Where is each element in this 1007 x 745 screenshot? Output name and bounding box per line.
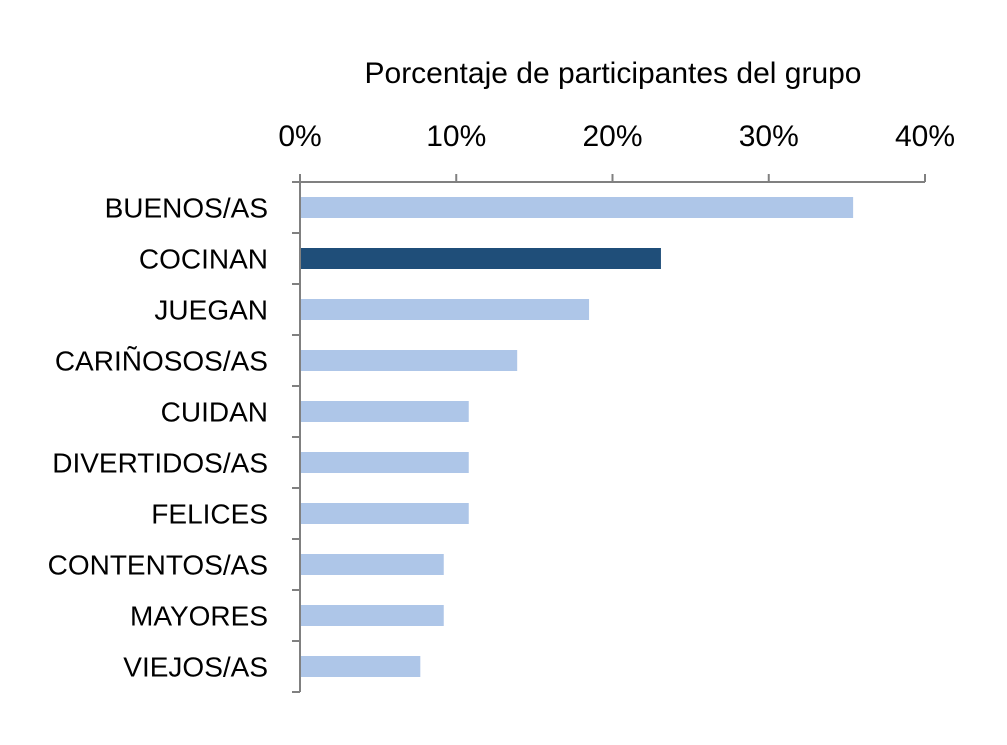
- chart-title: Porcentaje de participantes del grupo: [365, 57, 862, 90]
- bar: [301, 503, 469, 524]
- category-label: JUEGAN: [154, 295, 268, 326]
- category-label: VIEJOS/AS: [123, 652, 268, 683]
- category-label: BUENOS/AS: [105, 193, 268, 224]
- x-tick-label: 40%: [895, 120, 955, 153]
- category-label: DIVERTIDOS/AS: [52, 448, 268, 479]
- x-tick-label: 20%: [582, 120, 642, 153]
- bar: [301, 299, 590, 320]
- category-label: CUIDAN: [161, 397, 268, 428]
- bars: [301, 197, 854, 677]
- x-tick-label: 10%: [426, 120, 486, 153]
- bar: [301, 197, 854, 218]
- category-label: CARIÑOSOS/AS: [55, 346, 268, 377]
- x-tick-labels: 0% 10% 20% 30% 40%: [278, 120, 955, 153]
- bar: [301, 401, 469, 422]
- category-label: FELICES: [151, 499, 268, 530]
- bar: [301, 350, 518, 371]
- category-label: MAYORES: [130, 601, 268, 632]
- axes: [292, 174, 926, 693]
- category-labels: BUENOS/AS COCINAN JUEGAN CARIÑOSOS/AS CUIDAN…: [48, 193, 268, 683]
- category-label: COCINAN: [139, 244, 268, 275]
- bar: [301, 605, 444, 626]
- bar: [301, 248, 661, 269]
- x-tick-label: 30%: [739, 120, 799, 153]
- x-tick-label: 0%: [278, 120, 321, 153]
- bar: [301, 554, 444, 575]
- bar: [301, 452, 469, 473]
- category-label: CONTENTOS/AS: [48, 550, 268, 581]
- bar: [301, 656, 421, 677]
